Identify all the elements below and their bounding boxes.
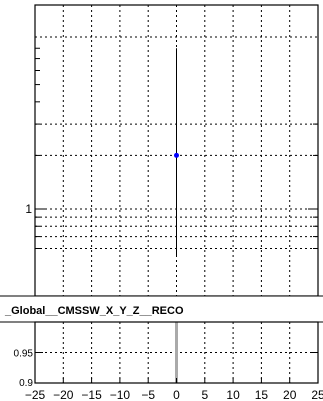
x-tick-label: 5	[201, 388, 208, 401]
histogram-name-band: _Global__CMSSW_X_Y_Z__RECO	[0, 295, 323, 323]
x-tick-label: 10	[226, 388, 240, 401]
x-tick-label: −5	[141, 388, 155, 401]
ratio-plot-panel: 0.9 0.95 −25 −20 −15 −10 −5 0 5 10 15 20 25	[14, 321, 323, 401]
main-ticks	[35, 47, 318, 249]
y-tick-label: 0.95	[14, 349, 34, 360]
x-tick-label: −20	[53, 388, 74, 401]
x-tick-label: −15	[81, 388, 102, 401]
x-tick-label: 20	[283, 388, 297, 401]
x-tick-label: −25	[25, 388, 46, 401]
x-tick-label: 0	[173, 388, 180, 401]
histogram-name-label: _Global__CMSSW_X_Y_Z__RECO	[4, 305, 184, 317]
ratio-bar	[175, 322, 178, 383]
x-tick-label: −10	[110, 388, 131, 401]
x-tick-label: 25	[311, 388, 323, 401]
ratio-plot-frame	[34, 321, 319, 384]
x-tick-label: 15	[255, 388, 269, 401]
y-tick-label: 0.9	[19, 378, 33, 389]
main-plot-panel: 1	[25, 4, 319, 297]
x-tick-labels: −25 −20 −15 −10 −5 0 5 10 15 20 25	[25, 388, 323, 401]
y-tick-label: 1	[25, 202, 32, 216]
data-point	[174, 152, 179, 158]
